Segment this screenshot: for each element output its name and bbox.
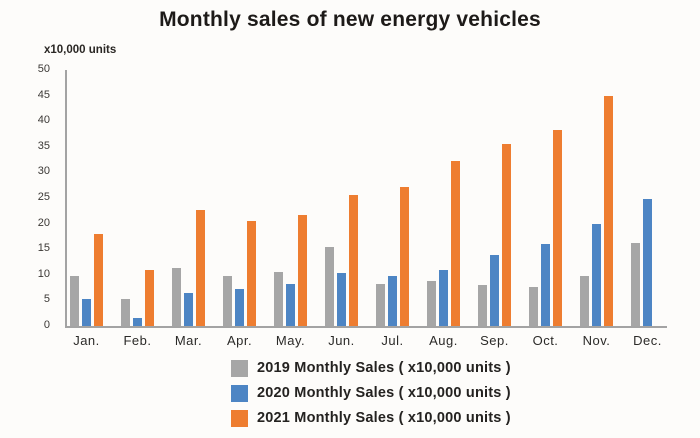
bar	[223, 275, 232, 326]
bar	[337, 272, 346, 326]
bar	[298, 214, 307, 326]
chart-title: Monthly sales of new energy vehicles	[159, 8, 541, 31]
bar-group-oct	[529, 70, 562, 326]
bar	[427, 281, 436, 326]
legend-swatch-2019	[231, 359, 248, 377]
bar	[490, 254, 499, 326]
bar	[643, 199, 652, 326]
y-tick-label: 10	[37, 267, 50, 280]
bar-group-apr	[223, 70, 256, 326]
bar	[400, 186, 409, 326]
bar	[349, 194, 358, 326]
bar-groups	[67, 70, 667, 326]
bar	[553, 129, 562, 326]
x-axis-label: Feb.	[123, 333, 152, 348]
y-tick-label: 45	[37, 88, 50, 101]
bar-group-jul	[376, 70, 409, 326]
bar	[172, 267, 181, 326]
bar-group-feb	[121, 70, 154, 326]
legend-swatch-2020	[231, 384, 248, 402]
bar	[196, 210, 205, 326]
x-axis-label: Jan.	[73, 333, 100, 348]
bar	[580, 276, 589, 326]
bar	[70, 276, 79, 326]
bar	[286, 284, 295, 326]
bar	[247, 220, 256, 326]
bar-group-jun	[325, 70, 358, 326]
bar	[478, 285, 487, 326]
x-axis-label: Nov.	[582, 333, 611, 348]
y-tick-label: 20	[37, 216, 50, 229]
x-axis-label: May.	[275, 333, 306, 348]
bar	[145, 269, 154, 326]
y-tick-label: 0	[43, 319, 50, 331]
legend-label-2020: 2020 Monthly Sales ( x10,000 units )	[257, 385, 511, 401]
bar	[121, 298, 130, 326]
y-tick-label: 50	[37, 63, 50, 75]
bar	[235, 289, 244, 326]
bar-group-dec	[631, 70, 664, 326]
x-axis-label: Dec.	[633, 333, 662, 348]
x-axis-label: Jul.	[381, 333, 404, 348]
x-axis-label: Apr.	[226, 333, 253, 348]
bar	[388, 275, 397, 326]
bar	[541, 243, 550, 326]
bar	[439, 270, 448, 326]
bar	[94, 234, 103, 326]
y-tick-label: 40	[37, 114, 50, 127]
bar	[376, 284, 385, 326]
bar-group-sep	[478, 70, 511, 326]
legend-item-2021: 2021 Monthly Sales ( x10,000 units )	[231, 409, 511, 427]
bar	[502, 144, 511, 326]
legend-label-2019: 2019 Monthly Sales ( x10,000 units )	[257, 360, 511, 376]
x-axis-labels: Jan. Feb. Mar. Apr. May. Jun. Jul. Aug. Sep. Oct.…	[67, 333, 670, 348]
bar	[325, 247, 334, 326]
bar-group-jan	[70, 70, 103, 326]
bar-group-aug	[427, 70, 460, 326]
bar	[592, 223, 601, 326]
bar-group-nov	[580, 70, 613, 326]
x-axis-label: Aug.	[429, 333, 458, 348]
legend-label-2021: 2021 Monthly Sales ( x10,000 units )	[257, 410, 511, 426]
x-axis-label: Mar.	[174, 333, 203, 348]
x-axis-label: Sep.	[480, 333, 509, 348]
plot-area	[65, 70, 667, 328]
y-axis-unit-label: x10,000 units	[44, 44, 117, 56]
y-tick-label: 35	[37, 139, 50, 152]
x-axis-label: Jun.	[328, 333, 355, 348]
bar-group-mar	[172, 70, 205, 326]
y-tick-label: 30	[37, 165, 50, 178]
bar	[451, 161, 460, 326]
y-tick-label: 15	[37, 242, 50, 255]
bar	[604, 95, 613, 326]
bar	[529, 287, 538, 326]
legend: 2019 Monthly Sales ( x10,000 units ) 202…	[231, 359, 511, 434]
legend-item-2020: 2020 Monthly Sales ( x10,000 units )	[231, 384, 511, 402]
bar	[274, 271, 283, 326]
bar	[82, 299, 91, 326]
bar	[133, 318, 142, 326]
bar	[631, 242, 640, 326]
legend-item-2019: 2019 Monthly Sales ( x10,000 units )	[231, 359, 511, 377]
y-tick-label: 25	[37, 191, 50, 203]
y-axis-tick-labels: 0 5 10 15 20 25 30 35 40 45 50	[0, 63, 50, 331]
bar	[184, 292, 193, 326]
bar-group-may	[274, 70, 307, 326]
y-tick-label: 5	[43, 293, 50, 306]
legend-swatch-2021	[231, 409, 248, 427]
x-axis-label: Oct.	[532, 333, 559, 348]
